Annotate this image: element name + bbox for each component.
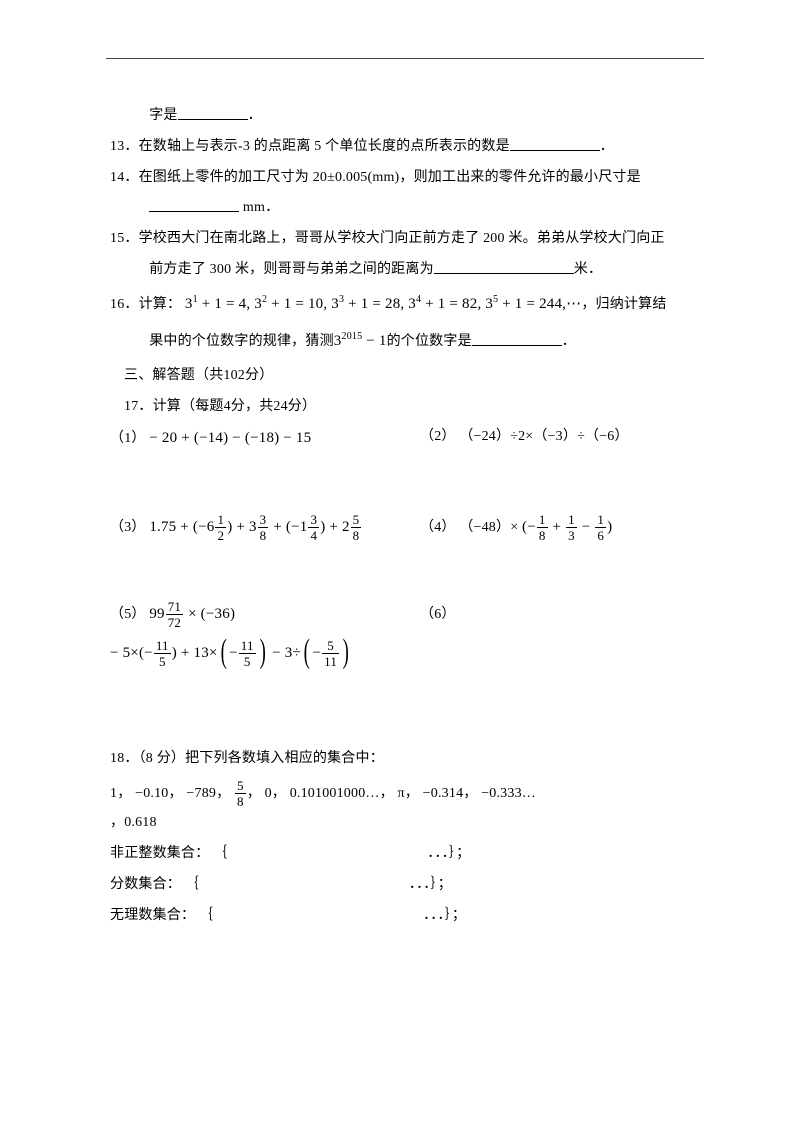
p5-label: （5） (110, 607, 146, 622)
q16-line2a: 果中的个位数字的规律，猜测 (149, 334, 334, 349)
q18-title: （8 分）把下列各数填入相应的集合中： (139, 751, 384, 766)
p1-expr: − 20 + (−14) − (−18) − 15 (149, 430, 311, 446)
p3-expr: 1.75 + (−612) + 338 + (−134) + 258 (149, 519, 362, 535)
set-dots: ．．． (427, 846, 449, 861)
p1-label: （1） (110, 431, 146, 446)
neg-0314: −0.314 (423, 786, 464, 801)
set2-label: 分数集合： ｛ (110, 877, 199, 892)
p2-expr: （−24）÷2×（−3）÷（−6） (459, 429, 628, 444)
q13-end: ． (600, 139, 614, 154)
p4-label: （4） (420, 520, 456, 535)
blank (434, 260, 574, 274)
q15-unit: 米． (574, 262, 602, 277)
q14-num: 14． (110, 170, 139, 185)
q16-sequence: 31 + 1 = 4, 32 + 1 = 10, 33 + 1 = 28, 34… (185, 296, 581, 312)
blank (510, 137, 600, 151)
q18-list-a: 1， −0.10， −789， (110, 786, 234, 801)
q14-unit: mm． (239, 200, 279, 215)
q17-title: 计算（每题4分，共24分） (153, 399, 317, 414)
blank (472, 332, 562, 346)
q15-line1: 学校西大门在南北路上，哥哥从学校大门向正前方走了 200 米。弟弟从学校大门向正 (139, 231, 665, 246)
set-close: ｝； (431, 877, 452, 892)
p6-expr: − 5×(−115) + 13×(−115) − 3÷(−511) (110, 645, 352, 661)
period: ． (248, 108, 262, 123)
q12-tail-text: 字是 (149, 108, 177, 123)
q16-line2b: 的个位数字是 (387, 334, 472, 349)
q17-num: 17． (124, 399, 153, 414)
q15-num: 15． (110, 231, 139, 246)
p6-label: （6） (420, 607, 456, 622)
sep: ， (463, 786, 481, 801)
blank (149, 198, 239, 212)
p2-label: （2） (420, 429, 456, 444)
q16-expr: 32015 − 1 (334, 333, 387, 349)
frac-5-8: 58 (234, 785, 247, 801)
section-3-title: 三、解答题（共102分） (124, 368, 273, 383)
set-close: ｝； (449, 846, 470, 861)
q16-end: ． (562, 334, 576, 349)
p3-label: （3） (110, 520, 146, 535)
set1-label: 非正整数集合： ｛ (110, 846, 227, 861)
p4-lead: （−48）× (459, 520, 518, 535)
neg-0333: −0.333… (481, 786, 536, 801)
q18-list-c: ，0.618 (110, 815, 157, 830)
set-dots: ．．． (409, 877, 431, 892)
q13-num: 13． (110, 139, 139, 154)
blank (178, 106, 248, 120)
set-dots: ．．． (423, 908, 445, 923)
q16-num: 16． (110, 297, 139, 312)
q16-lead: 计算： (139, 297, 182, 312)
p5-expr: 997172 × (−36) (149, 606, 235, 622)
set3-label: 无理数集合： ｛ (110, 908, 213, 923)
p4-expr: (−18 + 13 − 16) (522, 519, 612, 535)
q14-text: 在图纸上零件的加工尺寸为 20±0.005(mm)，则加工出来的零件允许的最小尺… (139, 170, 641, 185)
q18-list-b: ， 0， 0.101001000…， π， (247, 786, 423, 801)
q16-tail: ，归纳计算结 (581, 297, 666, 312)
q15-line2: 前方走了 300 米，则哥哥与弟弟之间的距离为 (149, 262, 434, 277)
set-close: ｝； (445, 908, 466, 923)
q18-num: 18． (110, 751, 139, 766)
q13-text: 在数轴上与表示-3 的点距离 5 个单位长度的点所表示的数是 (139, 139, 510, 154)
